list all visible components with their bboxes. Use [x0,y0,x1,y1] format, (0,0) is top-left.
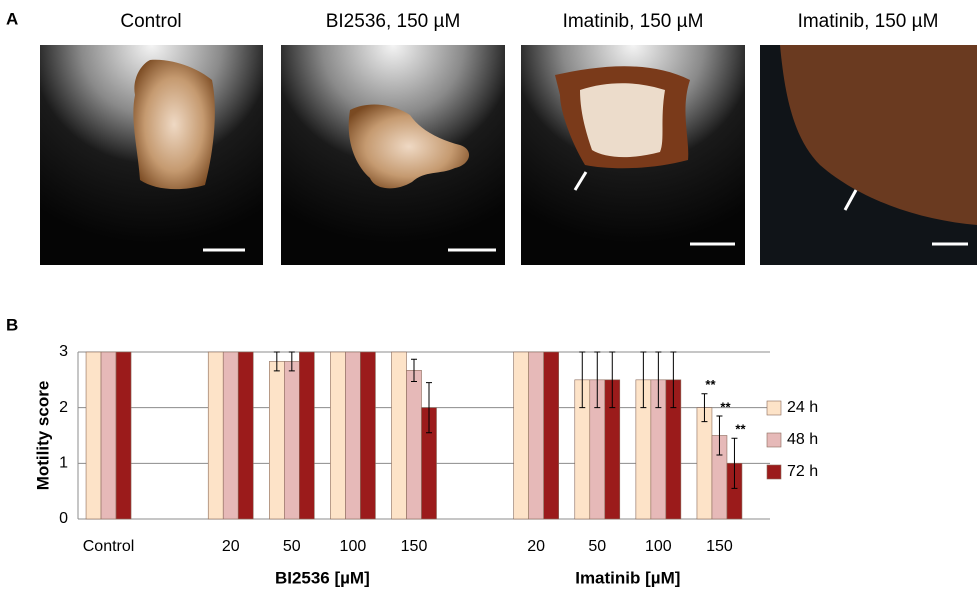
y-tick-label: 0 [59,510,68,527]
annotation: ** [705,377,716,392]
bar [345,352,360,519]
x-tick-label: 20 [527,538,545,555]
group-label: Imatinib [µM] [575,568,680,587]
bar [392,352,407,519]
legend-label: 48 h [787,431,818,448]
bar [299,352,314,519]
panel-label: A [6,9,18,28]
bar [514,352,529,519]
y-axis-label: Motility score [33,381,52,491]
x-tick-label: 150 [706,538,733,555]
bar [544,352,559,519]
x-tick-label: Control [83,538,135,555]
group-label: BI2536 [µM] [275,568,370,587]
bar [407,370,422,519]
bar [360,352,375,519]
y-tick-label: 2 [59,399,68,416]
photo [760,45,977,265]
x-tick-label: 150 [401,538,428,555]
photo [40,45,263,265]
bar [208,352,223,519]
figure: A B Control BI2536, 150 µM Imatinib, 150 µ… [0,0,977,591]
annotation: ** [735,422,746,437]
bar [86,352,101,519]
photo-caption: Imatinib, 150 µM [563,11,704,32]
legend-label: 24 h [787,399,818,416]
legend-swatch [767,401,781,415]
bar [529,352,544,519]
photo [281,45,505,265]
legend-swatch [767,465,781,479]
photo-caption: BI2536, 150 µM [326,11,461,32]
photo [521,45,745,265]
bar [116,352,131,519]
y-tick-label: 3 [59,343,68,360]
x-tick-label: 100 [645,538,672,555]
legend-swatch [767,433,781,447]
x-tick-label: 50 [283,538,301,555]
bar [330,352,345,519]
panel-label: B [6,315,18,334]
bar [697,408,712,519]
x-tick-label: 100 [340,538,367,555]
x-tick-label: 20 [222,538,240,555]
bar [269,361,284,519]
photo-caption: Imatinib, 150 µM [798,11,939,32]
annotation: ** [720,399,731,414]
legend-label: 72 h [787,463,818,480]
bar [284,361,299,519]
photo-caption: Control [120,11,181,32]
bar [238,352,253,519]
y-tick-label: 1 [59,455,68,472]
x-tick-label: 50 [588,538,606,555]
bar [101,352,116,519]
bar [223,352,238,519]
